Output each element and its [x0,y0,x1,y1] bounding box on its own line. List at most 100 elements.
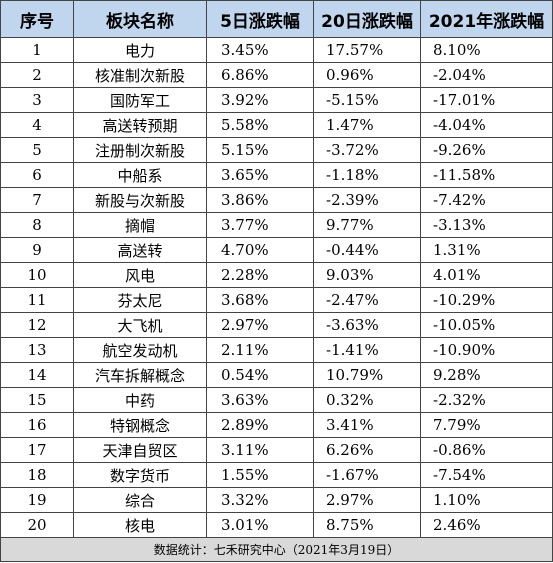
cell-2021-change: -2.04% [420,62,553,88]
cell-2021-change: -9.26% [420,137,553,163]
table-row: 9 高送转 4.70% -0.44% 1.31% [0,237,553,263]
table-row: 13 航空发动机 2.11% -1.41% -10.90% [0,337,553,363]
cell-2021-change: -11.58% [420,162,553,188]
cell-sector-name: 核电 [73,512,207,538]
header-2021-change: 2021年涨跌幅 [420,0,553,38]
cell-sector-name: 摘帽 [73,212,207,238]
cell-sector-name: 核准制次新股 [73,62,207,88]
cell-index: 17 [0,437,74,463]
cell-20day-change: -1.41% [313,337,421,363]
cell-20day-change: -3.63% [313,312,421,338]
cell-index: 12 [0,312,74,338]
cell-5day-change: 3.65% [206,162,314,188]
cell-20day-change: -5.15% [313,87,421,113]
table-row: 14 汽车拆解概念 0.54% 10.79% 9.28% [0,362,553,388]
table-row: 2 核准制次新股 6.86% 0.96% -2.04% [0,62,553,88]
cell-index: 10 [0,262,74,288]
cell-2021-change: -0.86% [420,437,553,463]
cell-5day-change: 2.89% [206,412,314,438]
cell-5day-change: 3.92% [206,87,314,113]
cell-2021-change: -4.04% [420,112,553,138]
cell-20day-change: -1.18% [313,162,421,188]
cell-2021-change: -3.13% [420,212,553,238]
cell-2021-change: 7.79% [420,412,553,438]
cell-2021-change: 1.10% [420,487,553,513]
cell-sector-name: 数字货币 [73,462,207,488]
cell-5day-change: 0.54% [206,362,314,388]
table-row: 5 注册制次新股 5.15% -3.72% -9.26% [0,137,553,163]
cell-index: 6 [0,162,74,188]
cell-index: 7 [0,187,74,213]
header-5day-change: 5日涨跌幅 [206,0,314,38]
cell-5day-change: 6.86% [206,62,314,88]
cell-index: 2 [0,62,74,88]
cell-20day-change: -2.39% [313,187,421,213]
cell-index: 5 [0,137,74,163]
cell-5day-change: 1.55% [206,462,314,488]
cell-index: 3 [0,87,74,113]
cell-20day-change: -2.47% [313,287,421,313]
cell-5day-change: 3.45% [206,37,314,63]
cell-2021-change: 4.01% [420,262,553,288]
header-row: 序号 板块名称 5日涨跌幅 20日涨跌幅 2021年涨跌幅 [0,0,553,38]
cell-5day-change: 3.68% [206,287,314,313]
cell-2021-change: -10.05% [420,312,553,338]
cell-2021-change: 9.28% [420,362,553,388]
table-row: 16 特钢概念 2.89% 3.41% 7.79% [0,412,553,438]
table-row: 7 新股与次新股 3.86% -2.39% -7.42% [0,187,553,213]
cell-sector-name: 注册制次新股 [73,137,207,163]
table-row: 15 中药 3.63% 0.32% -2.32% [0,387,553,413]
cell-index: 15 [0,387,74,413]
cell-sector-name: 综合 [73,487,207,513]
cell-index: 16 [0,412,74,438]
cell-20day-change: 9.77% [313,212,421,238]
cell-sector-name: 芬太尼 [73,287,207,313]
cell-2021-change: -10.29% [420,287,553,313]
cell-20day-change: 1.47% [313,112,421,138]
cell-20day-change: -0.44% [313,237,421,263]
cell-5day-change: 3.63% [206,387,314,413]
cell-5day-change: 3.01% [206,512,314,538]
cell-5day-change: 5.58% [206,112,314,138]
cell-index: 8 [0,212,74,238]
cell-5day-change: 3.32% [206,487,314,513]
cell-20day-change: 0.32% [313,387,421,413]
cell-index: 18 [0,462,74,488]
header-index: 序号 [0,0,74,38]
cell-sector-name: 高送转 [73,237,207,263]
table-row: 10 风电 2.28% 9.03% 4.01% [0,262,553,288]
cell-2021-change: 8.10% [420,37,553,63]
cell-index: 20 [0,512,74,538]
cell-index: 13 [0,337,74,363]
table-row: 8 摘帽 3.77% 9.77% -3.13% [0,212,553,238]
cell-2021-change: 2.46% [420,512,553,538]
cell-20day-change: 6.26% [313,437,421,463]
cell-20day-change: 3.41% [313,412,421,438]
cell-sector-name: 高送转预期 [73,112,207,138]
table-row: 11 芬太尼 3.68% -2.47% -10.29% [0,287,553,313]
table-row: 19 综合 3.32% 2.97% 1.10% [0,487,553,513]
cell-index: 4 [0,112,74,138]
cell-2021-change: -17.01% [420,87,553,113]
cell-20day-change: 2.97% [313,487,421,513]
cell-20day-change: -1.67% [313,462,421,488]
cell-sector-name: 新股与次新股 [73,187,207,213]
cell-sector-name: 汽车拆解概念 [73,362,207,388]
table-row: 3 国防军工 3.92% -5.15% -17.01% [0,87,553,113]
cell-5day-change: 3.11% [206,437,314,463]
cell-20day-change: 9.03% [313,262,421,288]
cell-5day-change: 5.15% [206,137,314,163]
cell-sector-name: 中药 [73,387,207,413]
header-20day-change: 20日涨跌幅 [313,0,421,38]
table-row: 17 天津自贸区 3.11% 6.26% -0.86% [0,437,553,463]
cell-5day-change: 4.70% [206,237,314,263]
table-row: 12 大飞机 2.97% -3.63% -10.05% [0,312,553,338]
cell-index: 11 [0,287,74,313]
cell-sector-name: 风电 [73,262,207,288]
cell-index: 9 [0,237,74,263]
cell-sector-name: 航空发动机 [73,337,207,363]
cell-2021-change: 1.31% [420,237,553,263]
cell-20day-change: 0.96% [313,62,421,88]
